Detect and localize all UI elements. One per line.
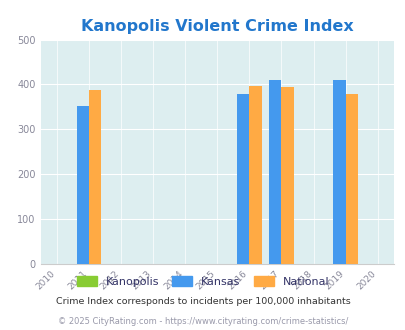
Text: Crime Index corresponds to incidents per 100,000 inhabitants: Crime Index corresponds to incidents per… xyxy=(55,297,350,307)
Bar xyxy=(333,80,345,264)
Bar xyxy=(269,80,281,264)
Text: © 2025 CityRating.com - https://www.cityrating.com/crime-statistics/: © 2025 CityRating.com - https://www.city… xyxy=(58,317,347,326)
Bar xyxy=(345,94,357,264)
Bar xyxy=(281,87,293,264)
Bar xyxy=(77,106,89,264)
Bar xyxy=(89,90,101,264)
Legend: Kanopolis, Kansas, National: Kanopolis, Kansas, National xyxy=(72,271,333,291)
Bar xyxy=(249,86,261,264)
Bar xyxy=(237,94,249,264)
Title: Kanopolis Violent Crime Index: Kanopolis Violent Crime Index xyxy=(81,19,353,34)
